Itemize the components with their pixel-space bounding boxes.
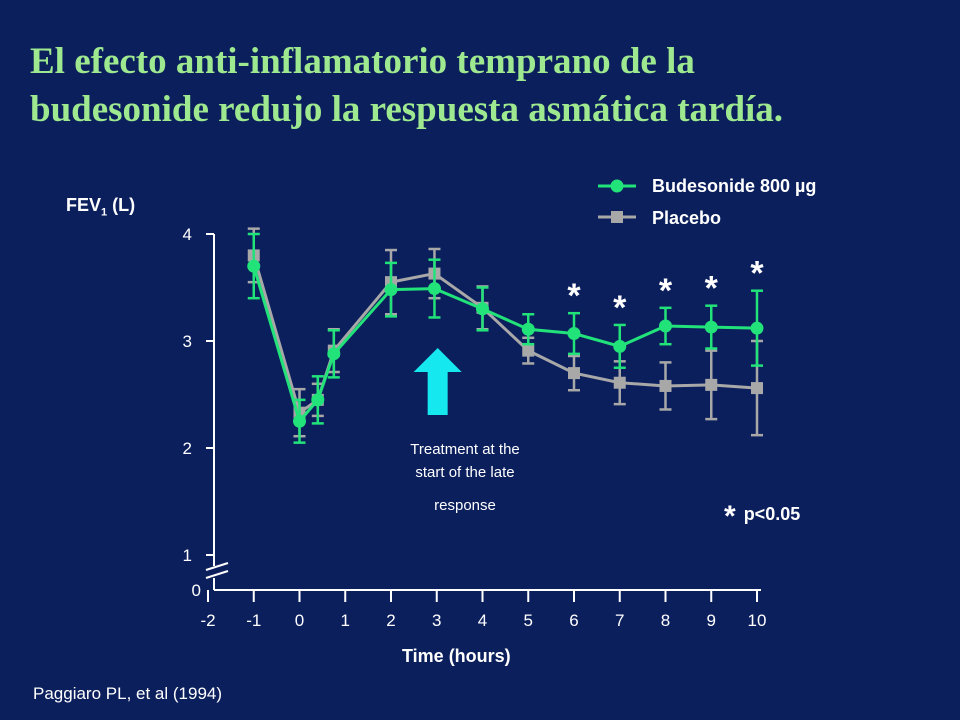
y-tick-label: 3 [183,332,192,351]
annotation-line-2: start of the late [415,464,515,481]
data-point-budesonide [384,283,398,297]
x-axis-label: Time (hours) [402,646,511,666]
x-tick-label: 6 [569,611,578,630]
data-point-placebo [522,344,535,357]
data-point-budesonide [521,322,535,336]
significance-star: * [659,272,673,310]
data-point-placebo [659,379,672,392]
y-axis-label-subscript: 1 [101,206,108,219]
x-tick-label: -2 [200,611,215,630]
data-point-budesonide [247,259,261,273]
data-point-budesonide [427,282,441,296]
data-point-budesonide [750,321,764,335]
series-line-budesonide [252,265,758,425]
citation: Paggiaro PL, et al (1994) [33,684,223,703]
significance-star: * [750,255,764,293]
title-line-1: El efecto anti-inflamatorio temprano de … [30,41,695,82]
axis-break-mark [205,562,229,571]
title-line-2: budesonide redujo la respuesta asmática … [30,89,784,130]
x-tick-label: 7 [615,611,624,630]
x-tick-label: 2 [386,611,395,630]
x-tick-label: 5 [524,611,533,630]
data-point-budesonide [567,327,581,341]
x-tick-label: 3 [432,611,441,630]
x-tick-label: -1 [246,611,261,630]
x-tick-label: 8 [661,611,670,630]
y-axis-label-unit: (L) [107,195,136,215]
x-tick-label: 0 [295,611,304,630]
y-tick-label: 4 [183,225,192,244]
legend-label-placebo: Placebo [652,208,722,228]
y-axis-label-main: FEV [66,195,102,215]
data-point-placebo [613,376,626,389]
slide-title: El efecto anti-inflamatorio temprano de … [30,38,930,134]
axis-break-mark [205,570,229,579]
significance-star: * [705,270,719,308]
significance-star: * [613,289,627,327]
significance-note-text: p<0.05 [743,504,801,524]
significance-note: * p<0.05 [724,500,800,534]
data-point-budesonide [613,339,627,353]
data-point-budesonide [327,347,341,361]
y-tick-label: 2 [183,439,192,458]
data-point-budesonide [476,302,489,316]
x-tick-label: 4 [478,611,487,630]
data-point-budesonide [659,319,672,333]
series-line-placebo [252,254,758,416]
x-tick-label: 10 [748,611,767,630]
treatment-annotation: Treatment at the start of the late respo… [370,438,560,517]
annotation-line-1: Treatment at the [410,441,520,458]
data-point-placebo [705,378,718,391]
data-point-budesonide [704,320,718,334]
legend-label-budesonide: Budesonide 800 µg [652,176,817,196]
x-tick-label: 1 [341,611,350,630]
data-point-budesonide [293,414,306,428]
data-point-placebo [751,382,763,395]
data-point-budesonide [311,393,325,407]
x-tick-label: 9 [707,611,716,630]
significance-note-star: * [724,500,736,533]
significance-star: * [567,277,581,315]
data-point-placebo [568,367,580,380]
legend-marker-placebo [611,211,623,223]
treatment-arrow-icon [413,348,462,415]
y-axis-label: FEV1 (L) [66,195,135,219]
y-tick-label-zero: 0 [192,581,201,600]
legend-marker-budesonide [610,179,624,193]
y-tick-label: 1 [183,546,192,565]
annotation-line-3: response [434,497,496,514]
